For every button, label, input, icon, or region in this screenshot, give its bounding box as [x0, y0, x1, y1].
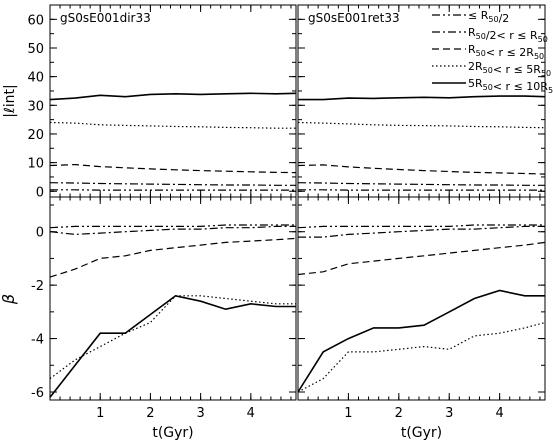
y-tick-label: 0 [36, 226, 44, 241]
x-tick-label: 2 [146, 406, 154, 421]
y-axis-label-lint: |ℓint| [2, 84, 18, 117]
series-dashdot-line [298, 183, 545, 186]
x-tick-label: 2 [395, 406, 403, 421]
series-dashed-line [50, 238, 296, 277]
y-tick-label: -6 [31, 386, 44, 401]
x-axis-label: t(Gyr) [152, 425, 193, 441]
panel-frame [50, 5, 296, 197]
panel-1-lint: 0 10 20 30 40 50 60 gS0sE001dir33 [27, 5, 296, 200]
x-tick-label: 3 [445, 406, 453, 421]
series-solid-line [298, 291, 545, 393]
legend-label-dashdotdot: ≤ R50/2 [468, 9, 509, 25]
legend-label-dashdot: R50/2< r ≤ R50 [468, 26, 548, 44]
legend-label-dotted: 2R50< r ≤ 5R50 [468, 60, 551, 78]
y-tick-label: 30 [27, 99, 44, 114]
x-tick-label: 1 [344, 406, 352, 421]
x-tick-label: 4 [247, 406, 255, 421]
panel-1-beta: 0 -2 -4 -6 1 2 3 4 [31, 197, 296, 421]
y-axis-label-beta: β [0, 294, 18, 305]
series-dotted-line [298, 123, 545, 128]
panel-title: gS0sE001ret33 [308, 11, 400, 25]
series-dashdot-line [50, 183, 296, 186]
y-tick-label: 10 [27, 157, 44, 172]
series-dotted-line [50, 123, 296, 129]
x-tick-label: 1 [96, 406, 104, 421]
legend-label-solid: 5R50< r ≤ 10R50 [468, 77, 553, 95]
series-dotted-line [50, 296, 296, 379]
series-dashdot-line [298, 226, 545, 237]
series-dotted-line [298, 323, 545, 393]
y-tick-label: 50 [27, 42, 44, 57]
series-dashed-line [50, 165, 296, 173]
series-dashed-line [298, 242, 545, 274]
y-tick-label: 20 [27, 128, 44, 143]
series-solid-line [50, 93, 296, 99]
y-tick-label: 40 [27, 71, 44, 86]
y-tick-label: -2 [31, 279, 44, 294]
x-tick-label: 4 [495, 406, 503, 421]
panel-2-beta: 1 2 3 4 [298, 197, 545, 421]
x-tick-label: 3 [196, 406, 204, 421]
legend-label-dashed: R50< r ≤ 2R50 [468, 43, 544, 61]
y-tick-label: 0 [36, 185, 44, 200]
y-tick-label: 60 [27, 13, 44, 28]
x-axis-label: t(Gyr) [401, 425, 442, 441]
series-dashed-line [298, 165, 545, 174]
series-solid-line [50, 296, 296, 398]
series-solid-line [298, 96, 545, 100]
series-dashdot-line [50, 226, 296, 234]
y-tick-label: -4 [31, 333, 44, 348]
panel-title: gS0sE001dir33 [60, 11, 151, 25]
